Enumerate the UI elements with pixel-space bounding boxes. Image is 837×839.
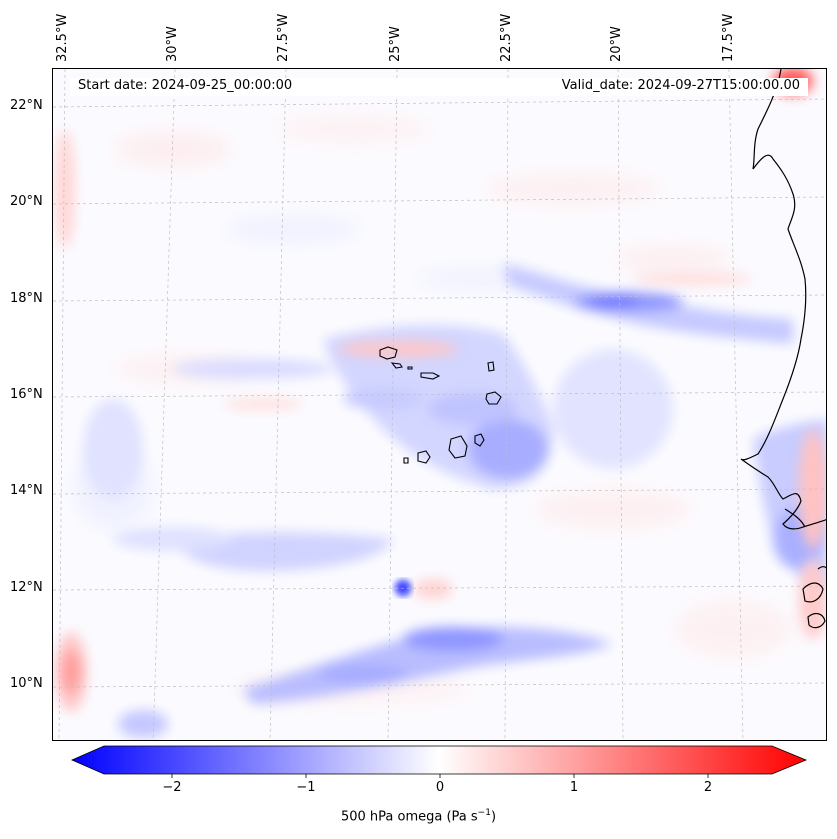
downward-motion-bands [55,69,826,712]
lon-label-20w: 20°W [609,26,624,62]
lon-label-17-5w: 17.5°W [721,13,736,62]
island-boa-vista [485,391,502,405]
lat-label-20n: 20°N [10,194,43,209]
colorbar-label: 500 hPa omega (Pa s−1) [0,808,837,824]
coastline-bissagos-1 [802,582,824,603]
coastline-bissagos-2 [807,612,826,629]
date-info-bar: Start date: 2024-09-25_00:00:00 Valid_da… [70,78,808,96]
colorbar-tick-1: 1 [569,780,579,795]
colorbar-label-suffix: ) [490,809,497,825]
island-fogo [417,450,431,464]
island-santo-antao [379,346,398,360]
island-sao-vicente [390,362,403,369]
lat-label-22n: 22°N [10,98,43,113]
lon-label-25w: 25°W [388,26,403,62]
graticule [53,69,826,740]
african-coastline [740,69,826,629]
start-date-text: Start date: 2024-09-25_00:00:00 [78,78,293,93]
lat-label-14n: 14°N [10,483,43,498]
island-sal [487,361,495,372]
colorbar-tick-marks [171,774,709,778]
colorbar-tick-neg1: −1 [296,780,316,795]
lat-label-18n: 18°N [10,291,43,306]
island-brava [403,457,409,464]
lon-label-30w: 30°W [165,26,180,62]
omega-field-map [52,68,827,741]
coastline-guinea [817,566,826,570]
lon-label-22-5w: 22.5°W [499,13,514,62]
colorbar-tick-2: 2 [703,780,713,795]
lat-label-10n: 10°N [10,676,43,691]
lat-label-12n: 12°N [10,580,43,595]
colorbar-label-prefix: 500 hPa omega (Pa s [340,809,478,825]
island-maio [474,433,485,447]
colorbar-label-exponent: −1 [477,808,491,818]
valid-date-text: Valid_date: 2024-09-27T15:00:00.00 [561,78,800,93]
cape-verde-islands [379,346,502,464]
island-santiago [448,435,468,459]
island-sao-nicolau [420,372,441,380]
colorbar-tick-neg2: −2 [162,780,182,795]
coastline-mainland [740,69,826,530]
lat-label-16n: 16°N [10,387,43,402]
lon-label-27-5w: 27.5°W [276,13,291,62]
colorbar-tick-0: 0 [435,780,445,795]
colorbar [71,745,808,778]
island-santa-luzia [407,366,413,370]
omega-field-svg [53,69,826,740]
colorbar-gradient [71,745,808,775]
lon-label-32-5w: 32.5°W [55,13,70,62]
coastline-gambia [784,508,806,528]
